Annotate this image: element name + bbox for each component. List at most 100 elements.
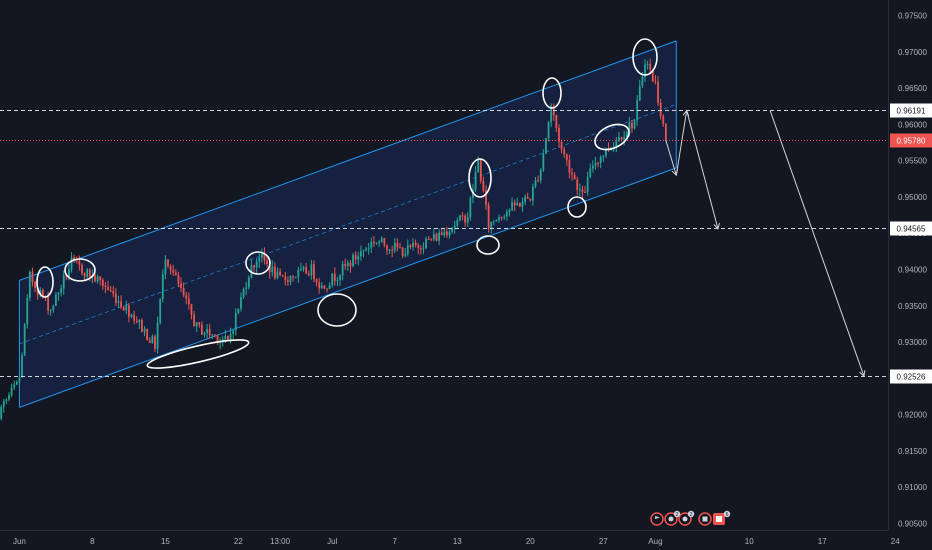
- annotation-circle[interactable]: [64, 258, 96, 282]
- flag-icon[interactable]: [650, 512, 664, 526]
- candle-body: [237, 308, 240, 313]
- candle-body: [135, 320, 138, 323]
- y-tick-label: 0.97000: [898, 48, 927, 57]
- candle-body: [34, 282, 36, 289]
- annotation-circle[interactable]: [146, 335, 251, 374]
- candle-body: [55, 294, 57, 306]
- projection-arrows[interactable]: [665, 109, 866, 378]
- annotation-circle[interactable]: [317, 293, 357, 327]
- candlestick-series: [0, 58, 667, 421]
- candle-body: [18, 377, 21, 382]
- price-label-box: [890, 103, 932, 118]
- candle-body: [216, 335, 219, 343]
- candle-body: [36, 288, 39, 295]
- candle-body: [227, 335, 229, 340]
- candle-body: [375, 242, 378, 244]
- candle-body: [130, 314, 133, 317]
- candle-body: [646, 64, 649, 66]
- candle-body: [584, 192, 586, 194]
- candle-body: [328, 285, 331, 289]
- x-tick-label: 17: [818, 537, 827, 546]
- candle-body: [659, 102, 662, 117]
- x-tick-label: 13:00: [270, 537, 291, 546]
- candle-body: [446, 231, 448, 236]
- candle-body: [281, 275, 284, 277]
- candle-body: [594, 162, 597, 166]
- candle-body: [151, 336, 154, 343]
- candle-body: [440, 232, 443, 236]
- x-tick-label: 24: [891, 537, 900, 546]
- candle-body: [599, 156, 602, 164]
- candle-body: [161, 274, 164, 300]
- horizontal-levels[interactable]: [0, 110, 888, 377]
- annotation-circle[interactable]: [36, 266, 54, 298]
- candle-body: [10, 387, 13, 395]
- candle-body: [224, 335, 227, 340]
- candle-body: [620, 137, 623, 140]
- candle-body: [641, 76, 644, 86]
- candle-body: [357, 256, 360, 260]
- candle-body: [297, 270, 300, 278]
- candle-body: [234, 312, 237, 331]
- price-channel[interactable]: [18, 40, 677, 408]
- event-icon[interactable]: [698, 512, 712, 526]
- candle-body: [388, 249, 391, 251]
- annotation-circle[interactable]: [468, 158, 492, 198]
- x-tick-label: 7: [393, 537, 398, 546]
- dividend-icon[interactable]: [664, 512, 678, 526]
- split-icon[interactable]: [678, 512, 692, 526]
- projection-leg[interactable]: [675, 110, 688, 176]
- candle-body: [320, 285, 323, 289]
- candle-body: [294, 277, 297, 279]
- projection-leg[interactable]: [769, 110, 865, 377]
- y-tick-label: 0.96500: [898, 84, 927, 93]
- candle-body: [83, 273, 86, 277]
- hand-drawn-annotations[interactable]: [36, 38, 658, 374]
- projection-leg[interactable]: [665, 140, 677, 176]
- candle-body: [633, 120, 636, 129]
- candle-body: [86, 269, 89, 277]
- candle-body: [305, 266, 308, 274]
- channel-lower-line[interactable]: [19, 167, 677, 408]
- candle-body: [300, 268, 302, 271]
- candle-body: [232, 330, 235, 334]
- annotation-circle[interactable]: [245, 251, 271, 275]
- x-tick-label: 8: [90, 537, 95, 546]
- candle-body: [555, 115, 558, 128]
- annotation-circle[interactable]: [632, 38, 658, 76]
- candle-body: [644, 64, 646, 77]
- candle-body: [542, 153, 545, 170]
- candle-body: [96, 276, 99, 282]
- candle-body: [156, 322, 159, 350]
- candle-body: [456, 220, 459, 226]
- x-tick-label: 10: [745, 537, 754, 546]
- candle-body: [662, 116, 665, 125]
- candle-body: [448, 231, 451, 236]
- candle-body: [492, 221, 495, 223]
- candle-body: [208, 329, 211, 336]
- annotation-circle[interactable]: [567, 196, 587, 218]
- price-axis: 0.97500 0.97000 0.96500 0.96000 0.95500 0.950…: [898, 12, 927, 529]
- candle-body: [73, 257, 76, 260]
- candle-body: [419, 247, 422, 250]
- candle-body: [341, 264, 344, 276]
- earnings-icon[interactable]: 2 2: [673, 510, 695, 518]
- candle-body: [459, 215, 461, 221]
- news-icon[interactable]: 6: [713, 510, 731, 525]
- candle-body: [563, 149, 566, 155]
- candle-body: [185, 295, 188, 299]
- annotation-circle[interactable]: [476, 235, 500, 255]
- candle-body: [109, 290, 112, 292]
- annotation-circle[interactable]: [591, 119, 633, 154]
- time-axis: Jun 8 15 22 13:00 Jul 7 13 20 27 Aug 10 17 24: [13, 537, 900, 546]
- candle-body: [240, 297, 242, 309]
- events-toolbar[interactable]: 2 2 6: [650, 510, 731, 526]
- candle-body: [172, 270, 175, 273]
- y-tick-label: 0.97500: [898, 12, 927, 21]
- channel-upper-line[interactable]: [19, 40, 677, 281]
- projection-leg[interactable]: [686, 110, 719, 229]
- annotation-circle[interactable]: [542, 77, 562, 109]
- price-label: 0.94565: [897, 225, 926, 234]
- candle-body: [253, 265, 255, 268]
